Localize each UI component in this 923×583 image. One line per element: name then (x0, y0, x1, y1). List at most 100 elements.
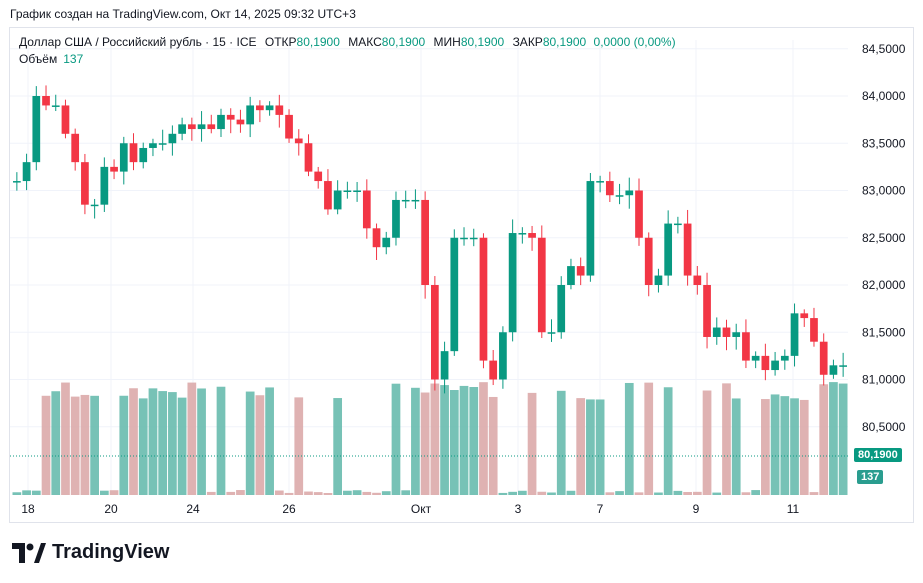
volume-bar (90, 395, 99, 495)
volume-bar (829, 382, 838, 495)
volume-bar (245, 391, 255, 495)
candle-body (547, 332, 556, 334)
volume-bar (343, 490, 352, 495)
volume-bar (741, 492, 751, 495)
candle-body (401, 199, 410, 202)
volume-bar (70, 396, 80, 495)
x-axis: 18 20 24 26 Окт 3 7 9 11 (21, 502, 799, 516)
candle-body (479, 237, 488, 361)
volume-bar (362, 491, 372, 495)
volume-bar (391, 383, 401, 495)
high-label: МАКС (348, 35, 382, 49)
candle-body (790, 313, 799, 356)
candle-body (324, 181, 332, 210)
volume-bar (663, 387, 673, 495)
candle-body (13, 181, 21, 183)
candle-body (586, 181, 595, 276)
candle-body (674, 223, 682, 226)
y-tick-label: 83,5000 (862, 136, 906, 150)
candle-body (119, 143, 128, 172)
volume-bar (819, 384, 829, 495)
volume-bar (605, 492, 615, 495)
open-value: 80,1900 (296, 35, 340, 49)
candle-body (683, 223, 692, 276)
volume-bar (731, 398, 741, 495)
candle-body (81, 162, 89, 205)
candle-body (265, 105, 274, 111)
candle-body (528, 233, 536, 238)
symbol-title: Доллар США / Российский рубль · 15 · ICE (19, 35, 257, 49)
candle-body (197, 124, 206, 130)
volume-bar (770, 394, 780, 495)
candle-body (275, 105, 284, 115)
volume-bar (508, 491, 517, 495)
candle-body (32, 96, 41, 163)
volume-bar (673, 490, 683, 495)
change-value: 0,0000 (0,00%) (593, 35, 676, 49)
x-tick-label: 11 (787, 502, 800, 516)
volume-bar (313, 492, 323, 495)
candle-body (421, 199, 429, 285)
volume-bar (61, 382, 70, 495)
candle-body (567, 266, 575, 285)
volume-bar (517, 490, 527, 495)
volume-bar (722, 383, 731, 495)
volume-bar (138, 398, 148, 495)
candle-body (149, 143, 157, 148)
candle-body (256, 105, 264, 111)
volume-bar (586, 399, 595, 495)
candle-body (129, 143, 138, 163)
volume-value: 137 (63, 52, 84, 66)
volume-bar (148, 388, 158, 495)
volume-bar (479, 382, 488, 495)
candle-body (372, 228, 381, 248)
candle-body (615, 195, 624, 197)
candle-body (353, 190, 361, 192)
volume-bar (284, 492, 294, 495)
candle-body (100, 166, 109, 205)
y-tick-label: 84,5000 (862, 42, 906, 56)
candle-body (712, 327, 721, 337)
candle-body (664, 223, 673, 276)
candle-body (236, 119, 245, 125)
candle-body (644, 237, 653, 285)
candle-body (819, 341, 828, 375)
volume-bar (381, 491, 391, 495)
x-tick-label: 20 (104, 502, 118, 516)
volume-bar (556, 390, 566, 495)
volume-bar (177, 397, 187, 495)
volume-bar (683, 491, 692, 495)
volume-bar (294, 397, 304, 495)
candle-body (829, 365, 838, 375)
candle-body (285, 114, 293, 139)
x-tick-label: 7 (597, 502, 604, 516)
candle-body (635, 190, 643, 238)
volume-bar (488, 396, 498, 495)
x-tick-label: 26 (282, 502, 296, 516)
volume-bar (644, 382, 654, 495)
volume-bar (799, 399, 809, 495)
close-value: 80,1900 (542, 35, 587, 49)
candle-body (499, 332, 507, 380)
tradingview-logo[interactable]: TradingView (12, 541, 169, 564)
logo-text: TradingView (52, 541, 170, 563)
candle-body (722, 327, 731, 337)
volume-bar (12, 492, 22, 495)
candle-body (761, 355, 770, 371)
candle-body (518, 233, 527, 235)
volume-bar (352, 490, 362, 495)
tradingview-logo-icon (12, 542, 46, 563)
volume-bar (158, 391, 168, 495)
x-tick-label: 18 (21, 502, 35, 516)
volume-bar (576, 398, 586, 495)
x-tick-label: Окт (411, 502, 432, 516)
candle-body (460, 237, 468, 240)
volume-bar (216, 386, 226, 495)
volume-bar (537, 491, 547, 495)
volume-bar (206, 491, 216, 495)
volume-bar (22, 490, 31, 495)
candle-body (226, 114, 235, 120)
open-label: ОТКР (264, 35, 297, 49)
candle-body (61, 105, 70, 134)
